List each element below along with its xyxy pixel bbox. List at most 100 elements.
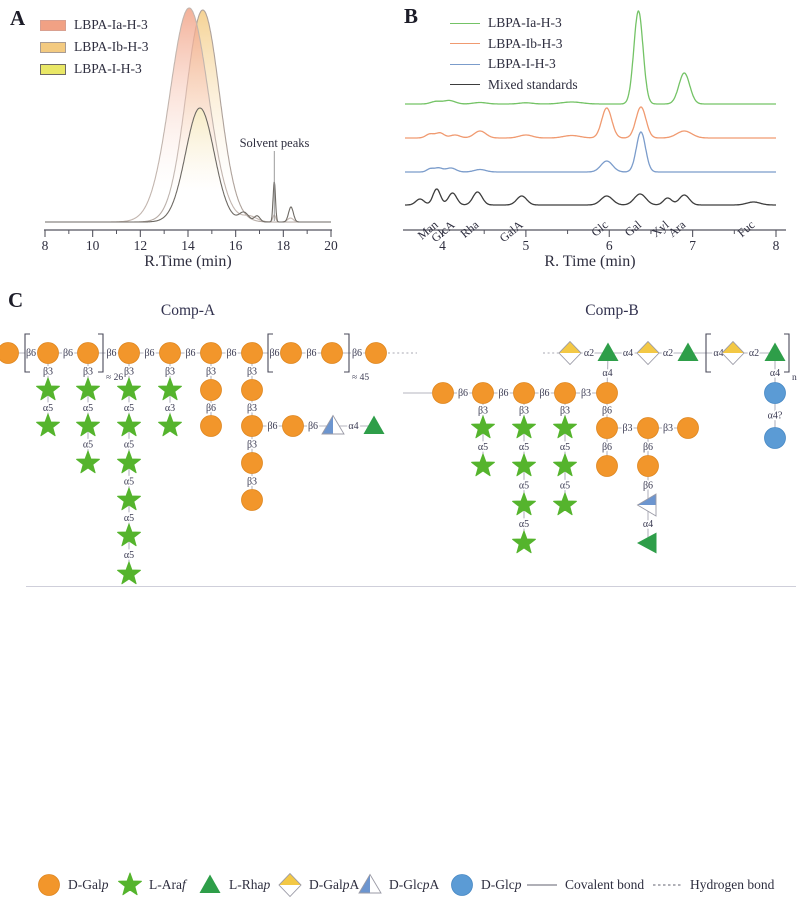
panel-a-legend: LBPA-Ia-H-3 LBPA-Ib-H-3 LBPA-I-H-3 xyxy=(40,14,149,80)
svg-text:12: 12 xyxy=(134,238,148,253)
legend-label: LBPA-Ia-H-3 xyxy=(74,17,148,32)
node-gal xyxy=(365,342,387,364)
node-glcA_left xyxy=(636,493,657,517)
peak-label-GalA: GalA xyxy=(497,217,526,245)
linkage-label: α5 xyxy=(519,442,529,453)
linkage-label: β3 xyxy=(124,367,134,378)
linkage-label: α5 xyxy=(560,481,570,492)
trace-LBPA-I-H-3 xyxy=(405,131,776,173)
node-ara xyxy=(117,487,141,511)
figure-panel-b: B 4 5 6 7 8 Man GlcA Rha GalA Glc Gal Xyl Ara Fuc LBP… xyxy=(400,0,800,285)
node-gal xyxy=(241,342,263,364)
linkage-label: β3 xyxy=(206,367,216,378)
x-axis: 8 10 12 14 16 18 20 xyxy=(42,229,338,253)
svg-text:18: 18 xyxy=(277,238,291,253)
legend-item: LBPA-Ib-H-3 xyxy=(40,36,149,58)
svg-text:8: 8 xyxy=(42,238,49,253)
bracket-subscript: ≈ 45 xyxy=(352,373,369,383)
linkage-label: β3 xyxy=(165,367,175,378)
node-gal xyxy=(472,382,494,404)
legend-label: LBPA-Ib-H-3 xyxy=(74,39,149,54)
linkage-label: β6 xyxy=(602,406,612,417)
symbol-legend-item: D-Galp xyxy=(36,871,109,899)
symbol-legend-label: D-Glcp xyxy=(481,877,522,892)
node-ara xyxy=(117,377,141,401)
linkage-label: β6 xyxy=(458,388,468,399)
node-gal xyxy=(596,417,618,439)
legend-label: LBPA-I-H-3 xyxy=(488,56,556,72)
galA-symbol-icon xyxy=(278,872,302,898)
node-gal xyxy=(677,417,699,439)
linkage-label: α5 xyxy=(83,403,93,414)
symbol-legend-item: D-GalpA xyxy=(277,871,359,899)
svg-text:6: 6 xyxy=(606,238,613,253)
node-gal xyxy=(241,489,263,511)
linkage-label: α5 xyxy=(124,403,134,414)
linkage-label: β3 xyxy=(519,406,529,417)
symbol-legend-label: L-Rhap xyxy=(229,877,271,892)
trace-Mixed standards xyxy=(405,188,776,206)
linkage-label: β3 xyxy=(622,423,632,434)
legend-line-mixed-standards xyxy=(450,84,480,86)
comp-a-title: Comp-A xyxy=(160,302,216,319)
node-ara xyxy=(512,530,536,554)
linkage-label: α2 xyxy=(584,348,594,359)
linkage-label: β3 xyxy=(581,388,591,399)
node-galA xyxy=(278,872,302,898)
ara-symbol-icon xyxy=(118,872,142,896)
linkage-label: α5 xyxy=(83,440,93,451)
svg-text:10: 10 xyxy=(86,238,100,253)
legend-item: LBPA-Ia-H-3 xyxy=(40,14,149,36)
legend-item: LBPA-Ib-H-3 xyxy=(450,34,578,55)
peak-label-Gal: Gal xyxy=(622,217,645,239)
node-gal xyxy=(432,382,454,404)
comp-b-title: Comp-B xyxy=(585,302,639,319)
node-ara xyxy=(553,453,577,477)
gal-symbol-icon xyxy=(38,874,60,896)
symbol-legend-label: L-Araf xyxy=(149,877,186,892)
linkage-label: α5 xyxy=(478,442,488,453)
node-galA xyxy=(558,340,582,366)
glycan-comp-a: β6 β6 β6 β6 β6 β6 β6 β6 β6 β3 α5 β3 α5 α5 β3 α5 α5 α5 α5 α5… xyxy=(0,333,417,585)
panel-a-axis-title: R.Time (min) xyxy=(144,253,232,270)
linkage-label: α5 xyxy=(124,477,134,488)
linkage-label: β3 xyxy=(43,367,53,378)
node-glcA xyxy=(321,414,345,435)
node-ara xyxy=(36,377,60,401)
panel-b-axis-title: R. Time (min) xyxy=(544,253,636,270)
legend-label: Mixed standards xyxy=(488,76,578,92)
node-gal xyxy=(241,452,263,474)
node-ara xyxy=(512,415,536,439)
node-ara xyxy=(118,872,142,896)
node-gal xyxy=(321,342,343,364)
linkage-label: β6 xyxy=(206,403,216,414)
glc-symbol-icon xyxy=(451,874,473,896)
linkage-label: β6 xyxy=(643,442,653,453)
node-gal xyxy=(159,342,181,364)
node-gal xyxy=(118,342,140,364)
node-ara xyxy=(512,453,536,477)
node-gal xyxy=(596,382,618,404)
symbol-legend-label: D-Galp xyxy=(68,877,109,892)
legend-item: LBPA-I-H-3 xyxy=(40,58,149,80)
node-rha xyxy=(199,874,221,893)
nodes xyxy=(432,340,786,554)
linkage-label: β6 xyxy=(185,348,195,359)
peak-label-Rha: Rha xyxy=(458,217,482,241)
bracket xyxy=(705,333,711,373)
node-gal xyxy=(554,382,576,404)
node-rha xyxy=(764,342,786,361)
linkage-label: β6 xyxy=(106,348,116,359)
node-gal xyxy=(200,342,222,364)
svg-text:7: 7 xyxy=(689,238,696,253)
svg-text:16: 16 xyxy=(229,238,243,253)
node-ara xyxy=(117,523,141,547)
panel-a-plot: 8 10 12 14 16 18 20 xyxy=(42,7,338,253)
linkage-label: α4 xyxy=(643,519,653,530)
symbol-legend-item: L-Rhap xyxy=(197,871,270,899)
linkage-label: α5 xyxy=(43,403,53,414)
node-ara xyxy=(76,377,100,401)
linkage-label: β6 xyxy=(269,348,279,359)
panel-c-divider xyxy=(26,586,796,587)
